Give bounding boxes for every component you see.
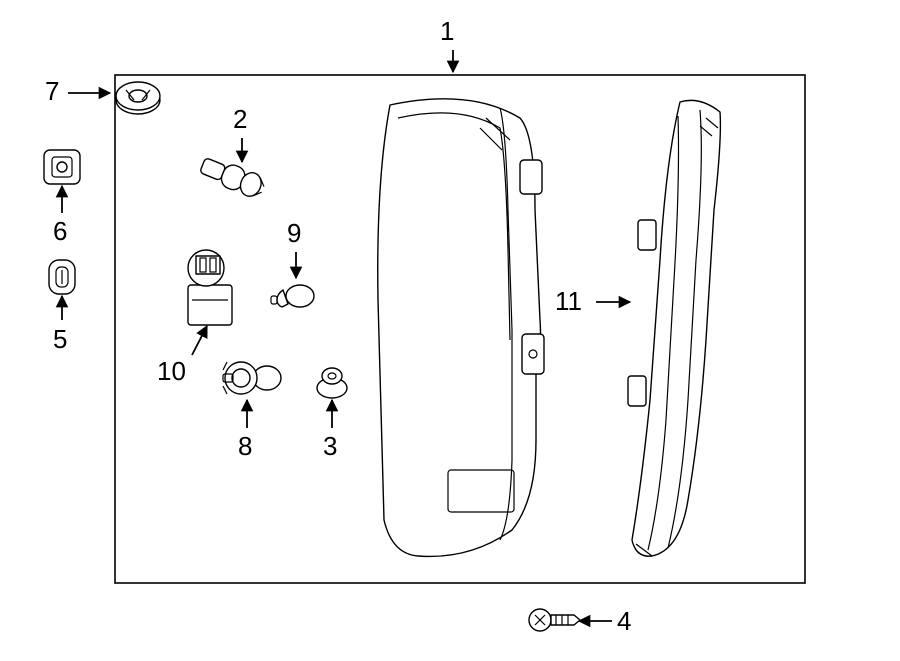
callout-label-2: 2	[233, 104, 247, 134]
part-2	[198, 154, 267, 201]
part-3	[317, 368, 347, 398]
part-4	[529, 609, 580, 631]
part-10	[188, 250, 232, 325]
part-6	[44, 150, 80, 184]
part-8	[223, 362, 281, 394]
callout-label-7: 7	[45, 76, 59, 106]
tail-lamp-housing	[378, 99, 544, 557]
callout-label-8: 8	[238, 431, 252, 461]
callout-label-9: 9	[287, 218, 301, 248]
part-9	[271, 285, 314, 307]
part-5	[49, 260, 75, 294]
callout-label-4: 4	[617, 606, 631, 636]
callout-label-10: 10	[157, 356, 186, 386]
callout-label-1: 1	[440, 16, 454, 46]
part-7	[116, 82, 160, 114]
callout-label-11: 11	[555, 286, 582, 316]
callout-label-6: 6	[53, 216, 67, 246]
callout-label-5: 5	[53, 324, 67, 354]
callout-label-3: 3	[323, 431, 337, 461]
callout-arrow-10	[192, 326, 207, 355]
part-11-applique	[628, 100, 720, 556]
